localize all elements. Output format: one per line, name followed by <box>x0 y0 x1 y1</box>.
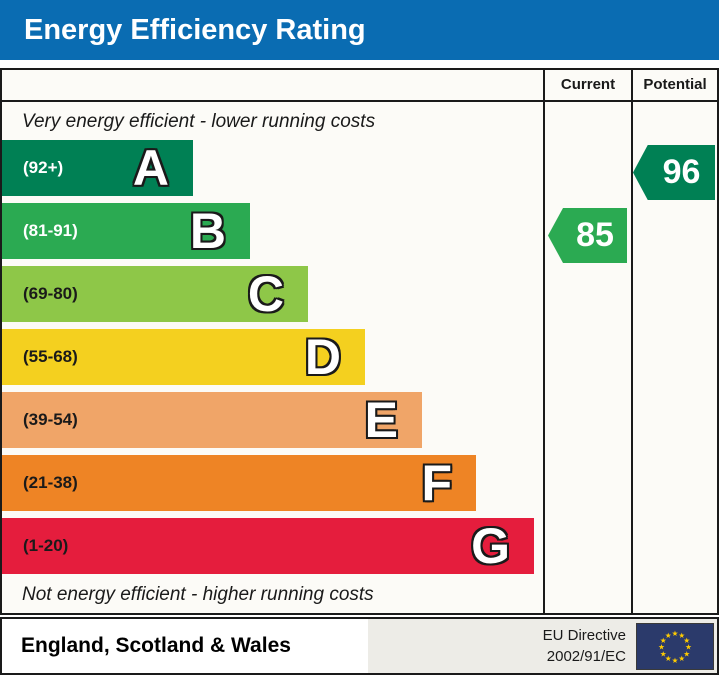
band-d: (55-68) D <box>2 329 365 385</box>
band-letter: F <box>421 455 452 511</box>
bands-area: Very energy efficient - lower running co… <box>2 102 543 613</box>
band-range-label: (55-68) <box>23 347 78 366</box>
band-f: (21-38) F <box>2 455 476 511</box>
eu-directive-line1: EU Directive <box>542 627 626 644</box>
band-range-label: (1-20) <box>23 536 69 555</box>
star-icon: ★ <box>658 642 665 651</box>
chart-title: Energy Efficiency Rating <box>24 14 366 46</box>
band-letter: B <box>189 203 226 259</box>
band-e: (39-54) E <box>2 392 422 448</box>
band-c: (69-80) C <box>2 266 308 322</box>
bottom-note: Not energy efficient - higher running co… <box>22 584 374 605</box>
star-icon: ★ <box>672 629 679 638</box>
band-letter: C <box>247 266 284 322</box>
star-icon: ★ <box>672 656 679 665</box>
current-column-header: Current <box>543 70 631 100</box>
rating-table: Current Potential Very energy efficient … <box>0 68 719 615</box>
current-rating-value: 85 <box>576 216 614 254</box>
top-note: Very energy efficient - lower running co… <box>22 111 376 132</box>
region-label: England, Scotland & Wales <box>21 634 291 657</box>
eu-directive-block: EU Directive 2002/91/EC ★ ★ ★ ★ ★ ★ ★ ★ … <box>368 619 717 673</box>
star-icon: ★ <box>683 635 690 644</box>
current-rating-arrow: 85 <box>548 208 627 263</box>
band-letter: G <box>471 518 510 574</box>
chart-title-bar: Energy Efficiency Rating <box>0 0 719 60</box>
eu-directive-line2: 2002/91/EC <box>546 648 626 665</box>
bands-column-header <box>2 70 543 100</box>
band-range-label: (39-54) <box>23 410 78 429</box>
star-icon: ★ <box>665 630 672 639</box>
potential-rating-value: 96 <box>662 153 701 191</box>
band-range-label: (69-80) <box>23 284 78 303</box>
band-letter: D <box>304 329 341 385</box>
potential-column: 96 <box>631 102 717 613</box>
band-range-label: (21-38) <box>23 473 78 492</box>
potential-column-header: Potential <box>631 70 717 100</box>
star-icon: ★ <box>660 649 667 658</box>
band-g: (1-20) G <box>2 518 534 574</box>
star-icon: ★ <box>683 649 690 658</box>
star-icon: ★ <box>685 642 692 651</box>
eu-flag-icon: ★ ★ ★ ★ ★ ★ ★ ★ ★ ★ ★ ★ <box>636 622 714 670</box>
band-b: (81-91) B <box>2 203 250 259</box>
band-letter: E <box>364 392 398 448</box>
eu-directive-text: EU Directive 2002/91/EC <box>543 625 626 667</box>
footer-bar: England, Scotland & Wales EU Directive 2… <box>0 617 719 675</box>
table-body: Very energy efficient - lower running co… <box>2 102 717 613</box>
potential-rating-arrow: 96 <box>633 145 715 200</box>
star-icon: ★ <box>678 630 685 639</box>
band-range-label: (81-91) <box>23 221 78 240</box>
band-range-label: (92+) <box>23 158 64 177</box>
star-icon: ★ <box>678 654 685 663</box>
star-icon: ★ <box>660 635 667 644</box>
band-letter: A <box>132 140 169 196</box>
table-header-row: Current Potential <box>2 70 717 102</box>
star-icon: ★ <box>665 654 672 663</box>
current-column: 85 <box>543 102 631 613</box>
band-a: (92+) A <box>2 140 193 196</box>
